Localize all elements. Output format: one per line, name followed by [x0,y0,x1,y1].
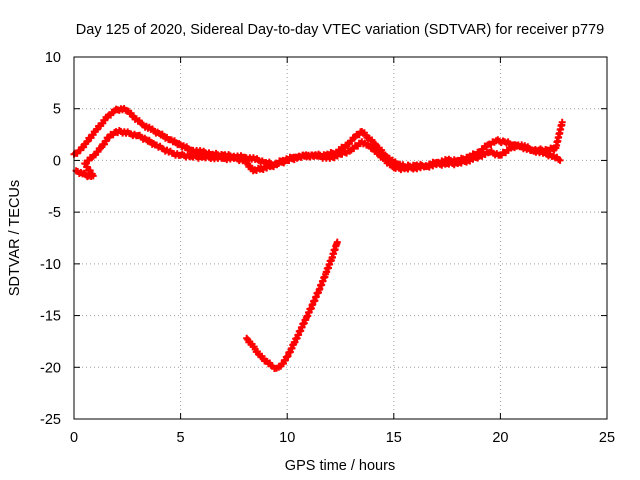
x-axis-label: GPS time / hours [285,458,395,474]
axis-ticks: 0 5 10 15 20 25 -25 -20 -15 -10 -5 0 5 10 [40,50,615,446]
data-point-marker [97,144,104,152]
y-tick-label: -25 [40,412,61,428]
y-tick-label: -5 [48,205,61,221]
y-axis-label: SDTVAR / TECUs [7,180,23,296]
y-tick-label: 5 [53,102,61,118]
data-point-marker [558,118,566,126]
y-tick-label: -20 [40,360,61,376]
data-point-marker [128,112,136,120]
x-tick-label: 20 [492,430,508,446]
y-tick-label: 0 [53,153,61,169]
chart-title: Day 125 of 2020, Sidereal Day-to-day VTE… [76,22,604,38]
y-tick-label: -10 [40,257,61,273]
y-tick-label: -15 [40,309,61,325]
grid-lines [74,57,607,419]
plot-frame [73,56,608,420]
x-tick-label: 25 [599,430,615,446]
data-point-marker [556,156,564,164]
x-tick-label: 5 [177,430,185,446]
x-tick-label: 10 [279,430,295,446]
data-point-marker [333,238,341,246]
x-tick-label: 0 [70,430,78,446]
data-markers [70,105,566,372]
y-tick-label: 10 [45,50,61,66]
x-tick-label: 15 [386,430,402,446]
